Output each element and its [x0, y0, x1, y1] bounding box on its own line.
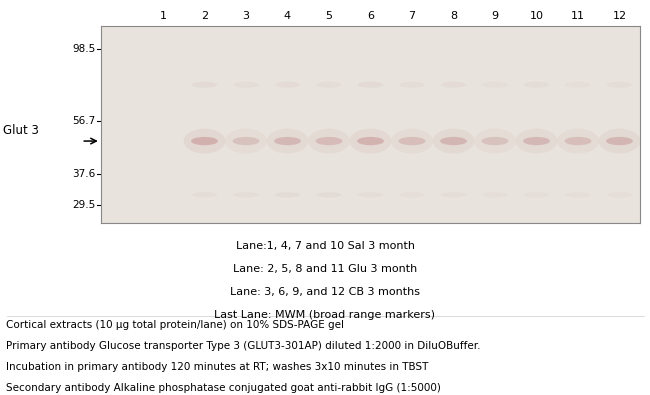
Ellipse shape: [183, 129, 226, 154]
Ellipse shape: [358, 192, 384, 198]
Ellipse shape: [566, 82, 591, 88]
Ellipse shape: [233, 192, 259, 198]
Ellipse shape: [308, 129, 350, 154]
Ellipse shape: [523, 137, 550, 145]
Text: 3: 3: [242, 11, 250, 21]
Ellipse shape: [607, 192, 632, 198]
Ellipse shape: [192, 192, 217, 198]
Text: 8: 8: [450, 11, 457, 21]
Text: Secondary antibody Alkaline phosphatase conjugated goat anti-rabbit IgG (1:5000): Secondary antibody Alkaline phosphatase …: [6, 383, 441, 393]
Ellipse shape: [274, 137, 301, 145]
Text: 2: 2: [201, 11, 208, 21]
Ellipse shape: [391, 129, 433, 154]
Ellipse shape: [191, 137, 218, 145]
Text: 29.5: 29.5: [72, 200, 96, 210]
Ellipse shape: [399, 82, 424, 88]
Ellipse shape: [524, 192, 549, 198]
Ellipse shape: [606, 137, 633, 145]
Text: 10: 10: [530, 11, 543, 21]
Ellipse shape: [233, 137, 259, 145]
Ellipse shape: [441, 82, 466, 88]
Text: Lane: 2, 5, 8 and 11 Glu 3 month: Lane: 2, 5, 8 and 11 Glu 3 month: [233, 264, 417, 274]
Ellipse shape: [441, 192, 466, 198]
Ellipse shape: [482, 192, 508, 198]
Ellipse shape: [233, 82, 259, 88]
Ellipse shape: [566, 192, 591, 198]
Ellipse shape: [357, 137, 384, 145]
Ellipse shape: [433, 129, 474, 154]
Ellipse shape: [482, 82, 508, 88]
Ellipse shape: [557, 129, 599, 154]
Text: 37.6: 37.6: [72, 169, 96, 179]
Text: 7: 7: [408, 11, 415, 21]
Ellipse shape: [317, 192, 342, 198]
Text: 9: 9: [491, 11, 499, 21]
Ellipse shape: [474, 129, 516, 154]
Text: Cortical extracts (10 μg total protein/lane) on 10% SDS-PAGE gel: Cortical extracts (10 μg total protein/l…: [6, 320, 344, 330]
Text: 98.5: 98.5: [72, 45, 96, 55]
Text: 11: 11: [571, 11, 585, 21]
Ellipse shape: [398, 137, 426, 145]
Ellipse shape: [565, 137, 592, 145]
Ellipse shape: [399, 192, 424, 198]
Text: 12: 12: [612, 11, 627, 21]
Ellipse shape: [350, 129, 391, 154]
Ellipse shape: [607, 82, 632, 88]
Text: 4: 4: [284, 11, 291, 21]
Text: 5: 5: [326, 11, 333, 21]
Ellipse shape: [358, 82, 384, 88]
Ellipse shape: [440, 137, 467, 145]
Ellipse shape: [515, 129, 558, 154]
Ellipse shape: [192, 82, 217, 88]
Text: Lane:1, 4, 7 and 10 Sal 3 month: Lane:1, 4, 7 and 10 Sal 3 month: [235, 241, 415, 251]
Ellipse shape: [599, 129, 640, 154]
Ellipse shape: [275, 82, 300, 88]
Text: Glut 3: Glut 3: [3, 124, 39, 137]
Text: Lane: 3, 6, 9, and 12 CB 3 months: Lane: 3, 6, 9, and 12 CB 3 months: [230, 287, 420, 297]
Ellipse shape: [315, 137, 343, 145]
Ellipse shape: [482, 137, 508, 145]
Ellipse shape: [275, 192, 300, 198]
Ellipse shape: [524, 82, 549, 88]
Text: Primary antibody Glucose transporter Type 3 (GLUT3-301AP) diluted 1:2000 in Dilu: Primary antibody Glucose transporter Typ…: [6, 341, 481, 351]
Text: 56.7: 56.7: [72, 116, 96, 126]
Text: Last Lane: MWM (broad range markers): Last Lane: MWM (broad range markers): [214, 310, 436, 320]
Ellipse shape: [225, 129, 267, 154]
Text: 6: 6: [367, 11, 374, 21]
Text: 1: 1: [159, 11, 166, 21]
Text: Incubation in primary antibody 120 minutes at RT; washes 3x10 minutes in TBST: Incubation in primary antibody 120 minut…: [6, 362, 429, 372]
Ellipse shape: [317, 82, 342, 88]
Ellipse shape: [266, 129, 308, 154]
